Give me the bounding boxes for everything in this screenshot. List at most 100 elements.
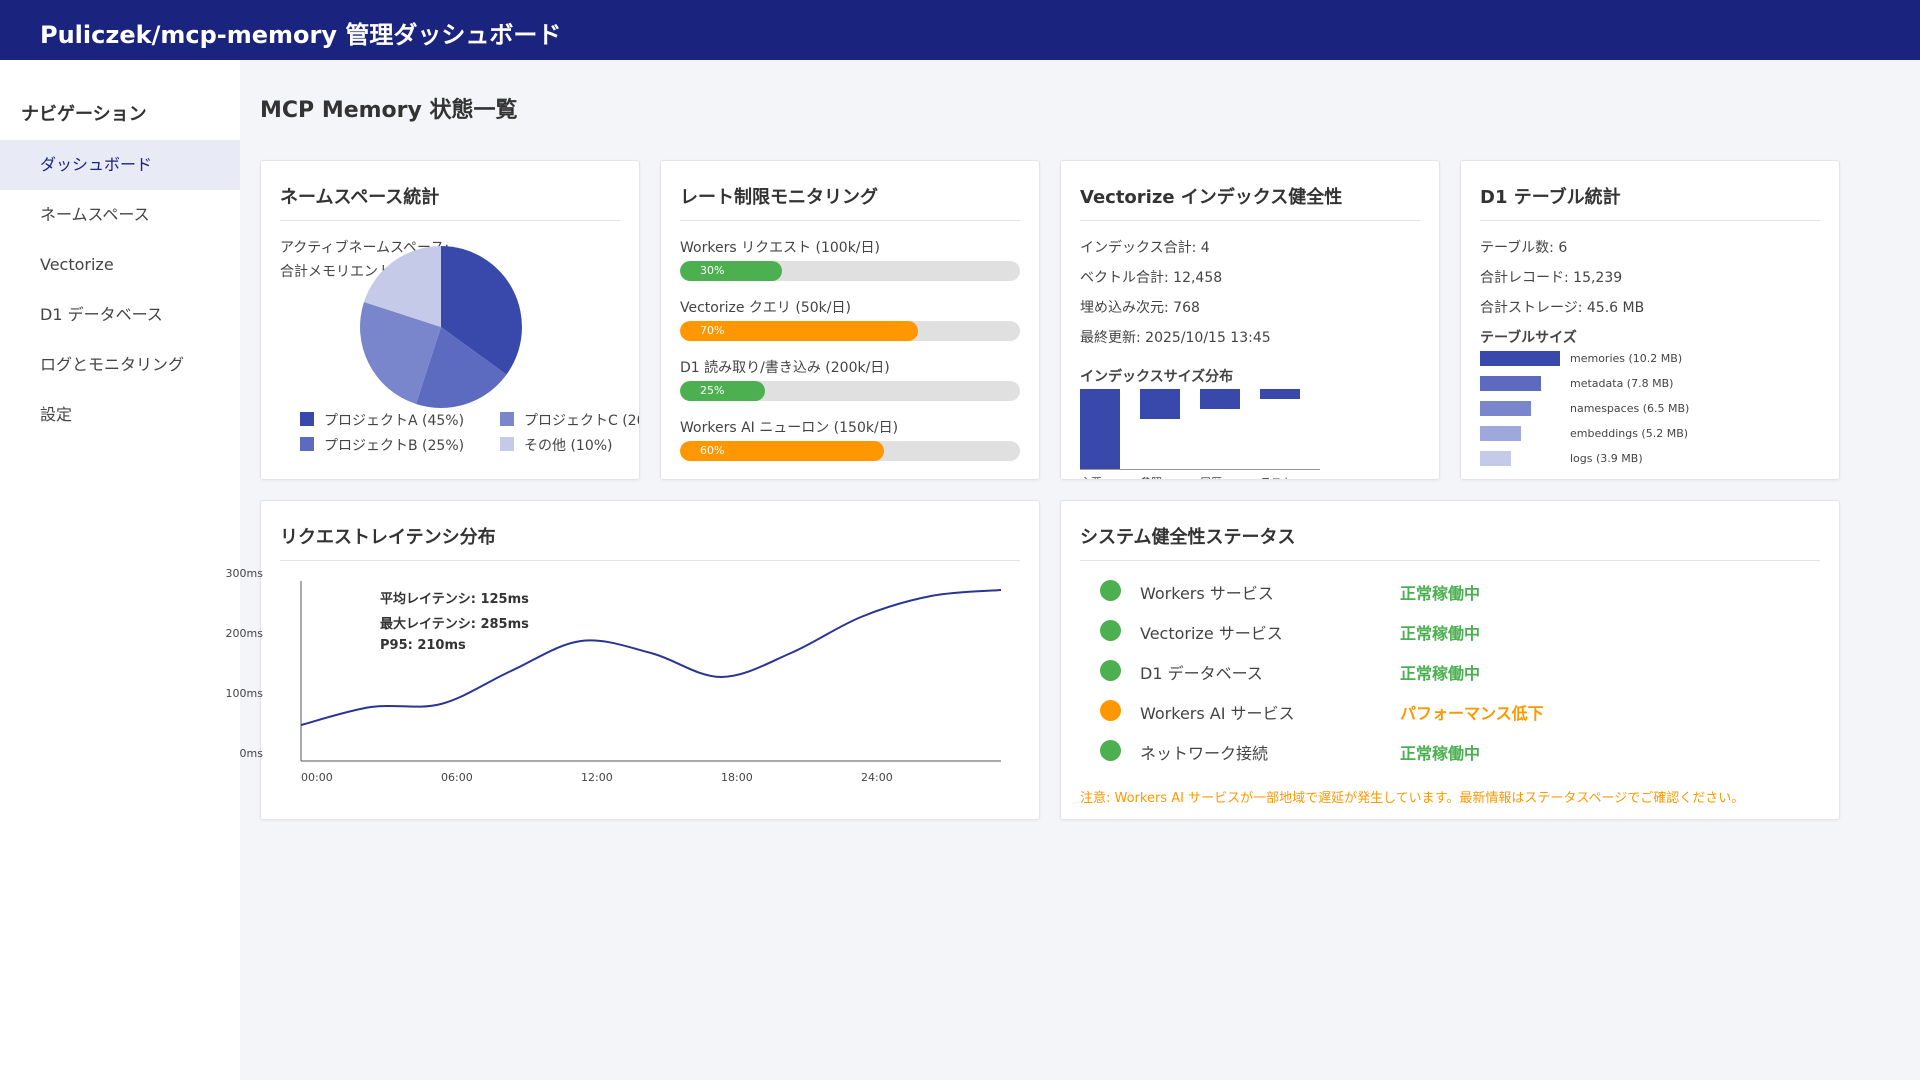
nav-item-dashboard[interactable]: ダッシュボード [0, 140, 240, 190]
legend-swatch-project-b [300, 437, 314, 451]
nav-item-logs-monitoring[interactable]: ログとモニタリング [40, 355, 185, 374]
d1-table-stats-card: D1 テーブル統計 テーブル数: 6 合計レコード: 15,239 合計ストレー… [1460, 160, 1840, 480]
rate-label-workers: Workers リクエスト (100k/日) [680, 240, 880, 256]
service-name-workers: Workers サービス [1140, 584, 1274, 603]
vectorize-stat-dimensions: 埋め込み次元: 768 [1080, 300, 1200, 316]
rate-limit-card: レート制限モニタリング Workers リクエスト (100k/日) 30% V… [660, 160, 1040, 480]
rate-bar-fill-vectorize: 70% [680, 321, 918, 341]
latency-series-line [300, 589, 1002, 726]
system-health-card: システム健全性ステータス Workers サービス 正常稼働中 Vectoriz… [1060, 500, 1840, 820]
y-tick-label: 0ms [240, 747, 264, 760]
app-header: Puliczek/mcp-memory 管理ダッシュボード [0, 0, 1920, 60]
divider [680, 220, 1020, 221]
status-dot-workers [1100, 580, 1121, 601]
table-size-bar [1480, 401, 1531, 416]
index-size-bar [1200, 389, 1240, 409]
service-status-workers-ai: パフォーマンス低下 [1400, 704, 1544, 723]
latency-avg: 平均レイテンシ: 125ms [380, 592, 529, 607]
page-title: MCP Memory 状態一覧 [260, 98, 518, 123]
latency-line-chart: 0ms 100ms 200ms 300ms 00:00 06:00 12:00 18:00 24… [226, 567, 1002, 784]
namespace-pie-chart [360, 246, 522, 408]
index-size-bar-label: テスト [1260, 474, 1293, 479]
rate-bar-workers-ai: 60% [680, 441, 1020, 461]
table-size-label: namespaces (6.5 MB) [1570, 402, 1690, 415]
index-size-dist-title: インデックスサイズ分布 [1080, 369, 1234, 385]
d1-stat-records: 合計レコード: 15,239 [1480, 270, 1623, 286]
nav-item-d1-database[interactable]: D1 データベース [40, 305, 163, 324]
latency-card: リクエストレイテンシ分布 0ms 100ms 200ms 300ms 00:00 06:0… [226, 500, 1040, 820]
legend-label-project-c: プロジェクトC (20%) [524, 413, 639, 429]
app-title: Puliczek/mcp-memory 管理ダッシュボード [40, 21, 562, 49]
index-size-bar [1080, 389, 1120, 469]
index-size-bar-label: 参照 [1140, 474, 1162, 479]
rate-bar-fill-d1: 25% [680, 381, 765, 401]
card-title: D1 テーブル統計 [1480, 187, 1621, 208]
service-status-d1: 正常稼働中 [1400, 664, 1481, 683]
card-title: レート制限モニタリング [680, 187, 878, 208]
table-size-label: embeddings (5.2 MB) [1570, 427, 1689, 440]
legend-swatch-project-a [300, 412, 314, 426]
legend-label-other: その他 (10%) [524, 438, 613, 454]
table-size-label: metadata (7.8 MB) [1570, 377, 1674, 390]
y-tick-label: 300ms [226, 567, 264, 580]
y-tick-label: 100ms [226, 687, 264, 700]
divider [1080, 560, 1820, 561]
sidebar: ナビゲーション ダッシュボード ネームスペース Vectorize D1 データ… [0, 60, 240, 1080]
status-dot-workers-ai [1100, 700, 1121, 721]
x-tick-label: 24:00 [861, 771, 893, 784]
pie-slice-project-a [441, 246, 522, 375]
divider [1080, 220, 1420, 221]
table-sizes-title: テーブルサイズ [1480, 330, 1577, 346]
vectorize-health-card: Vectorize インデックス健全性 インデックス合計: 4 ベクトル合計: … [1060, 160, 1440, 480]
card-title: ネームスペース統計 [280, 187, 440, 208]
pie-slice-project-b [416, 327, 507, 408]
x-tick-label: 06:00 [441, 771, 473, 784]
rate-bar-fill-workers: 30% [680, 261, 782, 281]
nav-item-namespaces[interactable]: ネームスペース [40, 205, 150, 224]
table-size-bar [1480, 351, 1560, 366]
rate-label-workers-ai: Workers AI ニューロン (150k/日) [680, 420, 899, 436]
nav-item-vectorize[interactable]: Vectorize [40, 255, 114, 274]
rate-bar-vectorize: 70% [680, 321, 1020, 341]
namespace-stats-card: ネームスペース統計 アクティブネームスペース: 合計メモリエントリ: 12,45… [260, 160, 640, 480]
legend-swatch-project-c [500, 412, 514, 426]
table-size-bar [1480, 451, 1511, 466]
divider [1480, 220, 1820, 221]
table-size-label: memories (10.2 MB) [1570, 352, 1683, 365]
index-size-bar-label: 履歴 [1200, 474, 1222, 479]
index-size-bar [1140, 389, 1180, 419]
status-dot-d1 [1100, 660, 1121, 681]
rate-label-vectorize: Vectorize クエリ (50k/日) [680, 300, 851, 316]
index-size-bar [1260, 389, 1300, 399]
vectorize-stat-indexes: インデックス合計: 4 [1080, 240, 1210, 256]
card-title: Vectorize インデックス健全性 [1080, 187, 1343, 208]
rate-bar-fill-workers-ai: 60% [680, 441, 884, 461]
d1-stat-storage: 合計ストレージ: 45.6 MB [1480, 300, 1645, 316]
pie-slice-other [363, 246, 441, 327]
service-name-network: ネットワーク接続 [1140, 744, 1269, 763]
latency-p95: P95: 210ms [380, 638, 466, 653]
rate-bar-workers: 30% [680, 261, 1020, 281]
divider [280, 560, 1020, 561]
service-name-workers-ai: Workers AI サービス [1140, 704, 1295, 723]
latency-max: 最大レイテンシ: 285ms [380, 617, 529, 632]
index-size-bar-label: 主要 [1080, 474, 1102, 479]
table-size-label: logs (3.9 MB) [1570, 452, 1643, 465]
status-dot-network [1100, 740, 1121, 761]
health-warning-note: 注意: Workers AI サービスが一部地域で遅延が発生しています。最新情報… [1080, 791, 1745, 806]
service-name-d1: D1 データベース [1140, 664, 1263, 683]
nav-item-settings[interactable]: 設定 [40, 405, 73, 424]
service-name-vectorize: Vectorize サービス [1140, 624, 1283, 643]
legend-swatch-other [500, 437, 514, 451]
index-size-axis [1080, 469, 1320, 470]
y-tick-label: 200ms [226, 627, 264, 640]
service-status-workers: 正常稼働中 [1400, 584, 1481, 603]
divider [280, 220, 620, 221]
sidebar-title: ナビゲーション [21, 104, 147, 125]
x-tick-label: 12:00 [581, 771, 613, 784]
service-status-vectorize: 正常稼働中 [1400, 624, 1481, 643]
table-size-bar [1480, 426, 1521, 441]
pie-slice-project-c [360, 302, 441, 404]
rate-bar-d1: 25% [680, 381, 1020, 401]
active-namespaces-label: アクティブネームスペース: [280, 240, 450, 256]
